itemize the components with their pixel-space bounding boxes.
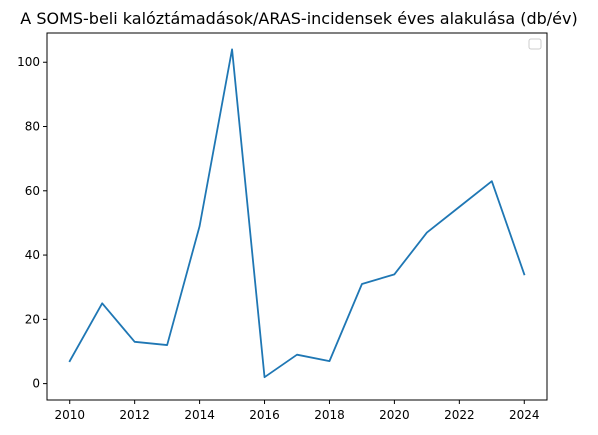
x-tick-label: 2014 bbox=[184, 408, 215, 422]
x-axis: 2010 2012 2014 2016 2018 2020 2022 2024 bbox=[54, 400, 539, 422]
x-tick-label: 2024 bbox=[509, 408, 540, 422]
x-tick-label: 2018 bbox=[314, 408, 345, 422]
x-tick-label: 2010 bbox=[54, 408, 85, 422]
y-tick-label: 20 bbox=[25, 312, 40, 326]
y-tick-label: 0 bbox=[32, 377, 40, 391]
y-tick-label: 40 bbox=[25, 248, 40, 262]
y-axis: 0 20 40 60 80 100 bbox=[17, 55, 47, 390]
legend-box bbox=[529, 39, 541, 49]
x-tick-label: 2012 bbox=[119, 408, 150, 422]
chart-title: A SOMS-beli kalóztámadások/ARAS-incidens… bbox=[20, 9, 577, 28]
x-tick-label: 2016 bbox=[249, 408, 280, 422]
plot-area bbox=[47, 33, 547, 400]
x-tick-label: 2022 bbox=[444, 408, 475, 422]
y-tick-label: 100 bbox=[17, 55, 40, 69]
y-tick-label: 60 bbox=[25, 184, 40, 198]
y-tick-label: 80 bbox=[25, 120, 40, 134]
x-tick-label: 2020 bbox=[379, 408, 410, 422]
